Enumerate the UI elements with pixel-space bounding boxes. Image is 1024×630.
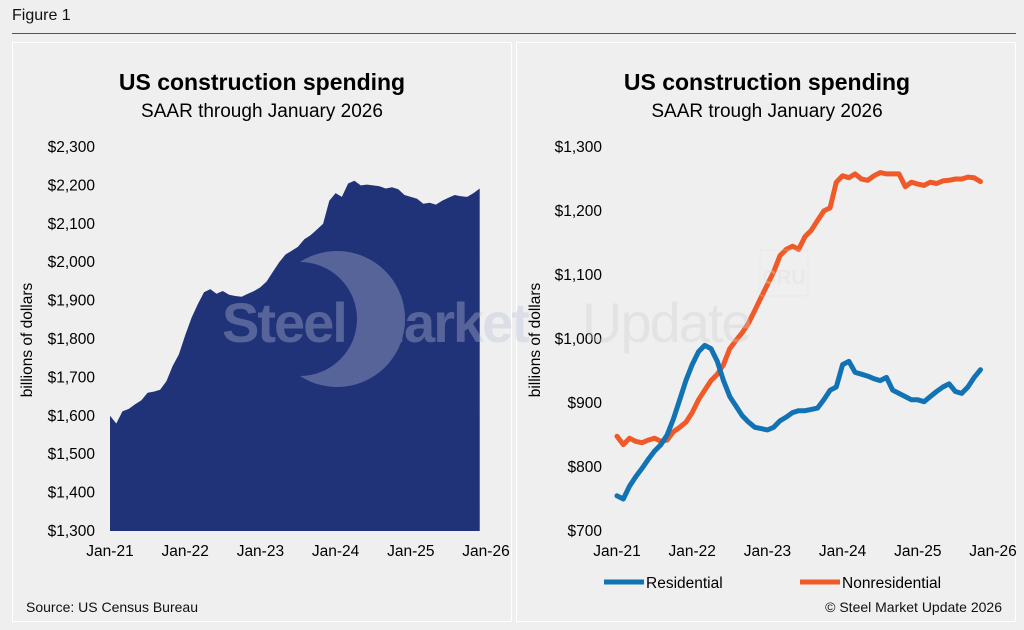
y-tick-label: $1,900 <box>48 293 96 310</box>
source-note: Source: US Census Bureau <box>26 599 198 615</box>
x-tick-label: Jan-25 <box>894 543 941 560</box>
y-tick-label: $1,300 <box>48 523 96 540</box>
y-tick-label: $2,000 <box>48 254 96 271</box>
chart-title: US construction spending <box>624 69 910 95</box>
y-tick-label: $1,200 <box>555 203 603 220</box>
chart-subtitle: SAAR trough January 2026 <box>651 101 882 122</box>
y-tick-label: $900 <box>568 395 603 412</box>
y-tick-label: $1,500 <box>48 446 96 463</box>
y-tick-label: $1,600 <box>48 408 96 425</box>
y-tick-label: $2,300 <box>48 139 96 156</box>
copyright-note: © Steel Market Update 2026 <box>825 599 1002 615</box>
y-axis-label: billions of dollars <box>19 282 36 397</box>
x-tick-label: Jan-24 <box>819 543 867 560</box>
legend-label: Residential <box>646 575 723 592</box>
svg-text:CRU: CRU <box>762 267 805 289</box>
x-tick-label: Jan-25 <box>387 543 434 560</box>
left-chart-panel <box>12 42 512 622</box>
y-tick-label: $2,200 <box>48 177 96 194</box>
x-tick-label: Jan-23 <box>237 543 284 560</box>
x-tick-label: Jan-26 <box>462 543 509 560</box>
figure-label: Figure 1 <box>12 7 71 24</box>
y-tick-label: $700 <box>568 523 603 540</box>
right-chart-panel <box>516 42 1016 622</box>
y-tick-label: $1,800 <box>48 331 96 348</box>
y-tick-label: $1,700 <box>48 369 96 386</box>
divider <box>12 33 1016 34</box>
x-tick-label: Jan-24 <box>312 543 360 560</box>
y-tick-label: $2,100 <box>48 216 96 233</box>
x-tick-label: Jan-26 <box>969 543 1016 560</box>
svg-text:Update: Update <box>582 291 751 354</box>
x-tick-label: Jan-22 <box>668 543 715 560</box>
residential-line <box>614 342 983 502</box>
y-tick-label: $1,100 <box>555 267 603 284</box>
x-tick-label: Jan-21 <box>593 543 640 560</box>
legend-label: Nonresidential <box>842 575 941 592</box>
watermark-logo: Steel Market Update CRU <box>222 249 809 387</box>
y-tick-label: $1,300 <box>555 139 603 156</box>
x-tick-label: Jan-23 <box>744 543 791 560</box>
y-tick-label: $1,000 <box>555 331 603 348</box>
y-tick-label: $800 <box>568 459 603 476</box>
y-axis-label: billions of dollars <box>527 282 544 397</box>
x-tick-label: Jan-22 <box>161 543 208 560</box>
svg-text:Steel Market: Steel Market <box>222 291 529 354</box>
chart-subtitle: SAAR through January 2026 <box>141 101 383 122</box>
nonresidential-line <box>614 170 983 448</box>
y-tick-label: $1,400 <box>48 485 96 502</box>
x-tick-label: Jan-21 <box>86 543 133 560</box>
chart-title: US construction spending <box>119 69 405 95</box>
area-series <box>110 180 480 532</box>
